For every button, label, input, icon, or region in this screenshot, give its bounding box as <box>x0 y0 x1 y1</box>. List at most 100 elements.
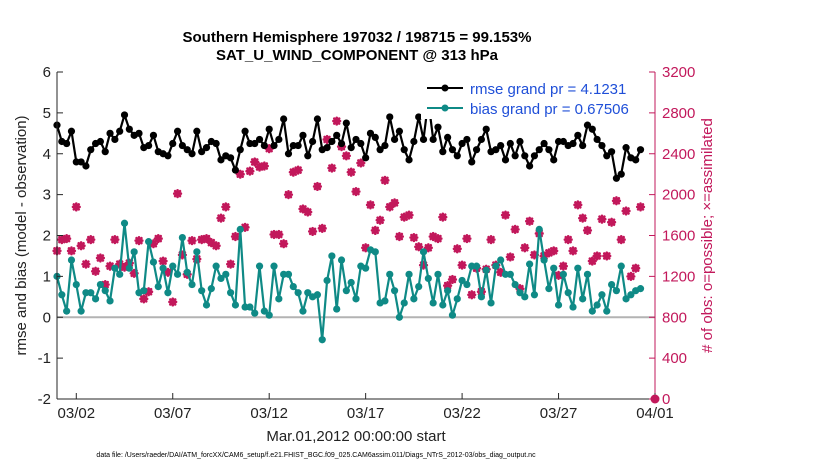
rmse-point <box>472 146 481 154</box>
nobs-point <box>587 256 597 266</box>
nobs-point-stroke <box>467 290 476 299</box>
y2-tick-label: 2800 <box>662 105 695 122</box>
rmse-point <box>357 139 365 148</box>
plot-background <box>57 72 655 399</box>
y2-tick-label: 800 <box>662 309 687 326</box>
bias-point <box>77 307 85 315</box>
nobs-point <box>332 116 342 126</box>
rmse-point <box>328 137 336 146</box>
rmse-point <box>347 144 355 152</box>
bias-point <box>482 266 490 274</box>
rmse-point <box>511 152 519 160</box>
nobs-point-stroke <box>96 254 105 262</box>
rmse-point <box>603 152 611 160</box>
bias-point <box>116 270 124 278</box>
bias-point <box>477 293 485 301</box>
nobs-point-stroke <box>381 176 389 185</box>
bias-point <box>453 295 461 303</box>
nobs-point <box>409 232 419 243</box>
nobs-point <box>90 266 101 276</box>
bias-point <box>154 282 162 291</box>
nobs-point-stroke <box>111 235 119 244</box>
bias-point <box>424 274 432 283</box>
legend-bias-marker <box>441 104 449 112</box>
nobs-point-stroke <box>443 281 452 290</box>
nobs-point <box>375 215 385 225</box>
rmse-point <box>255 135 264 144</box>
bias-point <box>617 262 625 270</box>
plot-area <box>57 72 655 399</box>
nobs-point-stroke <box>631 264 640 272</box>
bias-point <box>463 280 471 289</box>
bias-point <box>588 307 596 315</box>
nobs-point <box>573 200 583 210</box>
y2-tick-label: 1600 <box>662 228 695 245</box>
bias-point <box>516 289 524 297</box>
nobs-point <box>505 252 515 262</box>
nobs-point-stroke <box>578 214 587 222</box>
bias-point <box>217 274 225 283</box>
nobs-point <box>172 189 183 199</box>
bias-point <box>415 282 423 291</box>
rmse-point <box>193 127 201 135</box>
nobs-point-stroke <box>236 170 245 178</box>
rmse-point <box>497 141 505 150</box>
bias-point <box>448 311 457 319</box>
rmse-point <box>390 135 399 144</box>
rmse-point <box>149 131 158 139</box>
bias-point <box>193 248 201 256</box>
rmse-point <box>342 119 350 127</box>
nobs-point <box>597 214 607 224</box>
bias-point <box>125 264 133 272</box>
rmse-point <box>96 137 105 146</box>
bias-point <box>236 225 244 233</box>
nobs-point-stroke <box>212 241 220 250</box>
bias-point <box>149 258 158 266</box>
nobs-point <box>226 259 236 269</box>
nobs-point <box>303 207 313 217</box>
bias-point <box>145 238 153 246</box>
rmse-point <box>636 146 645 154</box>
nobs-series <box>52 116 646 307</box>
rmse-point <box>453 152 461 160</box>
bias-point <box>545 285 553 293</box>
x-tick-label: 03/22 <box>443 405 481 422</box>
bias-point <box>506 270 514 278</box>
nobs-point-stroke <box>622 207 630 215</box>
nobs-point-stroke <box>602 252 611 260</box>
nobs-point-stroke <box>376 216 384 224</box>
bias-point <box>265 311 273 319</box>
nobs-point <box>578 213 588 223</box>
rmse-point <box>145 141 153 150</box>
rmse-point <box>366 129 375 137</box>
bias-point <box>439 301 447 309</box>
rmse-point <box>371 133 379 141</box>
nobs-point <box>394 231 405 242</box>
nobs-point-stroke <box>250 158 259 166</box>
nobs-point-stroke <box>67 247 76 255</box>
bias-point <box>429 299 437 307</box>
bias-point <box>251 309 259 317</box>
bias-point <box>444 287 452 295</box>
nobs-point <box>457 260 467 270</box>
bias-point <box>530 291 539 299</box>
bias-point <box>299 307 307 315</box>
rmse-point <box>101 148 109 156</box>
nobs-point <box>245 166 255 176</box>
nobs-point <box>467 290 477 300</box>
nobs-point <box>606 217 617 227</box>
nobs-point <box>134 236 144 246</box>
bias-point <box>535 225 543 233</box>
nobs-point <box>153 233 163 244</box>
y-tick-label: 6 <box>43 64 51 81</box>
rmse-point <box>284 150 293 158</box>
rmse-point <box>212 139 220 148</box>
nobs-point-stroke <box>410 233 418 242</box>
rmse-series <box>53 97 645 182</box>
bias-point <box>627 291 635 299</box>
nobs-point <box>486 234 496 245</box>
nobs-point <box>568 246 578 256</box>
nobs-point-stroke <box>463 234 471 243</box>
x-tick-label: 03/07 <box>154 405 192 422</box>
bias-point <box>130 248 138 256</box>
